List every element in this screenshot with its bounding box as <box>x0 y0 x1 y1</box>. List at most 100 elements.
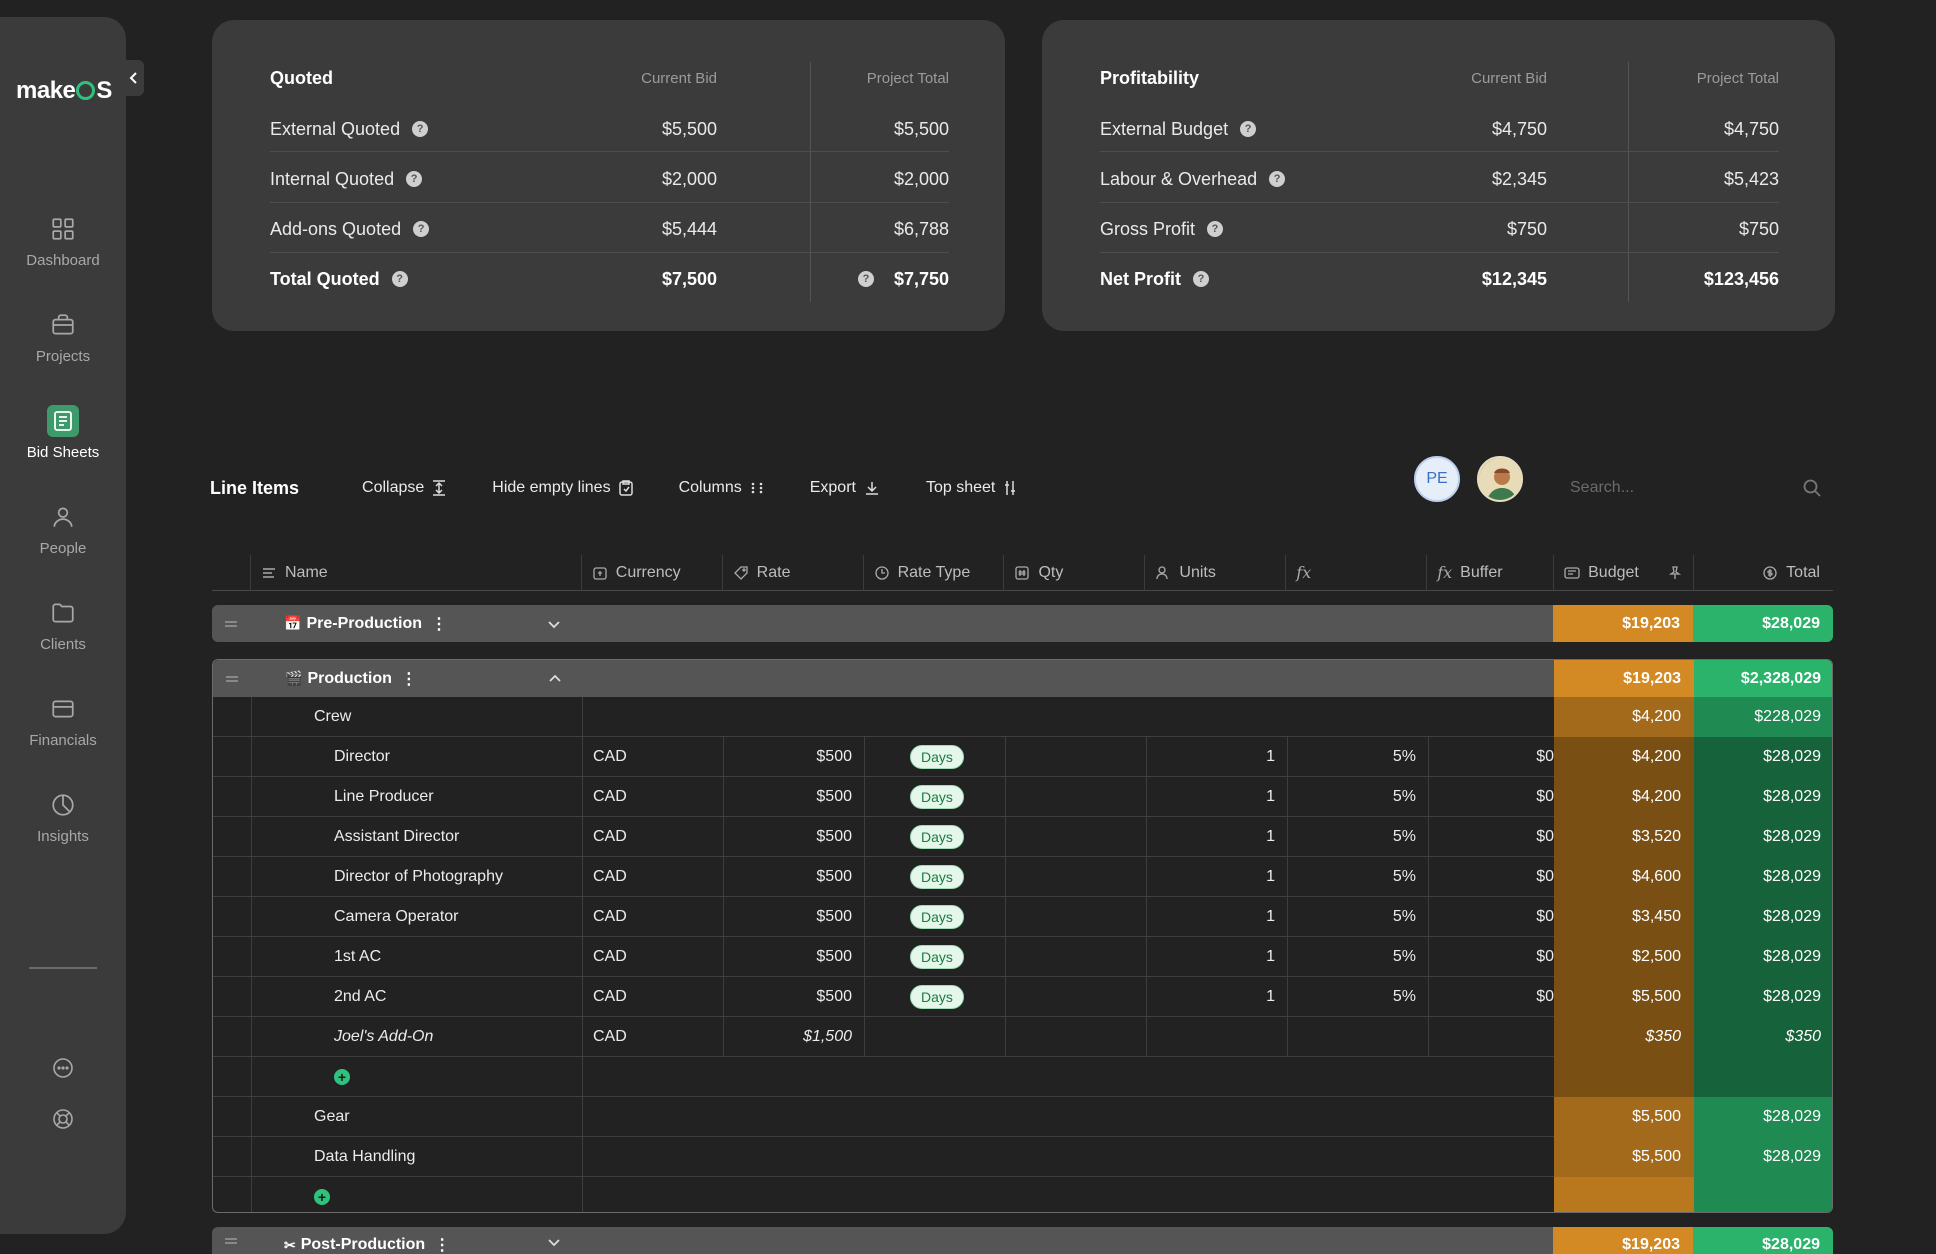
cell-rate[interactable]: $500 <box>723 777 864 817</box>
cell-currency[interactable]: CAD <box>582 817 723 857</box>
cell-rate-type[interactable]: Days <box>864 817 1005 857</box>
cell-fx[interactable]: 5% <box>1287 777 1428 817</box>
cell-rate[interactable]: $500 <box>723 817 864 857</box>
cell-buffer[interactable]: $0 <box>1428 977 1554 1017</box>
avatar[interactable]: PE <box>1414 456 1460 502</box>
col-header-name[interactable]: Name <box>249 555 581 590</box>
group-row-pre-production[interactable]: 📅 Pre-Production ⋮ $19,203 $28,029 <box>212 605 1833 642</box>
cell-units[interactable]: 1 <box>1146 897 1287 937</box>
app-logo[interactable]: make S <box>16 77 112 104</box>
table-row[interactable]: 2nd AC CAD $500 Days 1 5% $0 $5,500 $28,029 <box>213 976 1832 1017</box>
cell-rate-type[interactable]: Days <box>864 857 1005 897</box>
more-vertical-icon[interactable]: ⋮ <box>434 1237 451 1254</box>
sidebar-item-projects[interactable]: Projects <box>0 309 126 365</box>
table-row[interactable]: Camera Operator CAD $500 Days 1 5% $0 $3,450 $28… <box>213 896 1832 937</box>
help-icon[interactable]: ? <box>1193 271 1209 287</box>
chevron-down-icon[interactable] <box>547 1237 561 1247</box>
cell-buffer[interactable]: $0 <box>1428 737 1554 777</box>
sidebar-collapse-button[interactable] <box>123 60 144 96</box>
cell-buffer[interactable]: $0 <box>1428 817 1554 857</box>
group-row-post-production[interactable]: ✂ Post-Production ⋮ $19,203 $28,029 <box>212 1227 1833 1254</box>
cell-rate[interactable]: $500 <box>723 737 864 777</box>
cell-rate[interactable]: $500 <box>723 937 864 977</box>
table-row[interactable]: Assistant Director CAD $500 Days 1 5% $0 $3,520… <box>213 816 1832 857</box>
cell-units[interactable]: 1 <box>1146 737 1287 777</box>
group-row-production[interactable]: 🎬 Production ⋮ $19,203 $2,328,029 <box>213 660 1832 697</box>
sidebar-item-dashboard[interactable]: Dashboard <box>0 213 126 269</box>
subgroup-row-crew[interactable]: Crew $4,200 $228,029 <box>213 696 1832 737</box>
collapse-button[interactable]: Collapse <box>362 479 446 497</box>
add-category-plus-icon[interactable]: + <box>314 1189 330 1205</box>
col-header-units[interactable]: Units <box>1144 555 1285 590</box>
drag-handle-icon[interactable] <box>212 1237 250 1245</box>
sidebar-item-financials[interactable]: Financials <box>0 693 126 749</box>
sidebar-item-insights[interactable]: Insights <box>0 789 126 845</box>
cell-rate-type[interactable]: Days <box>864 737 1005 777</box>
table-row-addon[interactable]: Joel's Add-On CAD $1,500 $350 $350 <box>213 1016 1832 1057</box>
col-header-rate[interactable]: Rate <box>721 555 863 590</box>
help-icon[interactable]: ? <box>413 221 430 237</box>
chevron-down-icon[interactable] <box>547 619 561 629</box>
chevron-up-icon[interactable] <box>548 674 562 684</box>
cell-name[interactable]: Director of Photography <box>251 857 582 897</box>
cell-currency[interactable]: CAD <box>582 897 723 937</box>
cell-name[interactable]: Assistant Director <box>251 817 582 857</box>
col-header-currency[interactable]: Currency <box>580 555 722 590</box>
table-row[interactable]: Director of Photography CAD $500 Days 1 5% $0 $… <box>213 856 1832 897</box>
cell-fx[interactable]: 5% <box>1287 857 1428 897</box>
cell-units[interactable]: 1 <box>1146 937 1287 977</box>
cell-buffer[interactable]: $0 <box>1428 897 1554 937</box>
help-icon[interactable]: ? <box>412 121 429 137</box>
cell-name[interactable]: Director <box>251 737 582 777</box>
help-icon[interactable]: ? <box>1269 171 1286 187</box>
add-line-plus-icon[interactable]: + <box>334 1069 350 1085</box>
drag-handle-icon[interactable] <box>212 620 250 628</box>
col-header-rate-type[interactable]: Rate Type <box>862 555 1004 590</box>
cell-units[interactable]: 1 <box>1146 817 1287 857</box>
columns-button[interactable]: Columns <box>679 479 764 497</box>
col-header-budget[interactable]: Budget <box>1553 555 1693 590</box>
avatar-photo[interactable] <box>1477 456 1523 502</box>
sidebar-item-bid-sheets[interactable]: Bid Sheets <box>0 405 126 461</box>
sidebar-item-clients[interactable]: Clients <box>0 597 126 653</box>
cell-currency[interactable]: CAD <box>582 737 723 777</box>
cell-currency[interactable]: CAD <box>582 977 723 1017</box>
cell-fx[interactable]: 5% <box>1287 817 1428 857</box>
cell-units[interactable]: 1 <box>1146 977 1287 1017</box>
cell-currency[interactable]: CAD <box>582 777 723 817</box>
cell-units[interactable]: 1 <box>1146 857 1287 897</box>
col-header-fx[interactable]: fx <box>1285 555 1426 590</box>
sidebar-item-people[interactable]: People <box>0 501 126 557</box>
more-vertical-icon[interactable]: ⋮ <box>400 670 417 688</box>
help-icon[interactable]: ? <box>857 271 874 287</box>
subgroup-row-gear[interactable]: Gear $5,500 $28,029 <box>213 1096 1832 1137</box>
hide-empty-lines-button[interactable]: Hide empty lines <box>492 479 633 497</box>
cell-rate-type[interactable]: Days <box>864 897 1005 937</box>
chat-icon[interactable] <box>51 1056 75 1080</box>
table-row[interactable]: Director CAD $500 Days 1 5% $0 $4,200 $28,029 <box>213 736 1832 777</box>
cell-buffer[interactable]: $0 <box>1428 777 1554 817</box>
cell-name[interactable]: Line Producer <box>251 777 582 817</box>
more-vertical-icon[interactable]: ⋮ <box>431 615 447 633</box>
cell-fx[interactable]: 5% <box>1287 977 1428 1017</box>
cell-units[interactable]: 1 <box>1146 777 1287 817</box>
cell-rate-type[interactable]: Days <box>864 977 1005 1017</box>
cell-fx[interactable]: 5% <box>1287 897 1428 937</box>
cell-name[interactable]: 1st AC <box>251 937 582 977</box>
cell-fx[interactable]: 5% <box>1287 937 1428 977</box>
help-lifebuoy-icon[interactable] <box>51 1107 75 1131</box>
drag-handle-icon[interactable] <box>213 675 251 683</box>
search-input[interactable] <box>1570 479 1770 497</box>
cell-rate[interactable]: $500 <box>723 897 864 937</box>
col-header-buffer[interactable]: fx Buffer <box>1426 555 1553 590</box>
cell-rate-type[interactable]: Days <box>864 937 1005 977</box>
col-header-total[interactable]: Total <box>1693 555 1833 590</box>
top-sheet-button[interactable]: Top sheet <box>926 479 1017 497</box>
cell-rate[interactable]: $500 <box>723 857 864 897</box>
help-icon[interactable]: ? <box>1207 221 1224 237</box>
cell-name[interactable]: 2nd AC <box>251 977 582 1017</box>
help-icon[interactable]: ? <box>391 271 408 287</box>
table-row[interactable]: 1st AC CAD $500 Days 1 5% $0 $2,500 $28,029 <box>213 936 1832 977</box>
export-button[interactable]: Export <box>810 479 880 497</box>
cell-rate-type[interactable]: Days <box>864 777 1005 817</box>
